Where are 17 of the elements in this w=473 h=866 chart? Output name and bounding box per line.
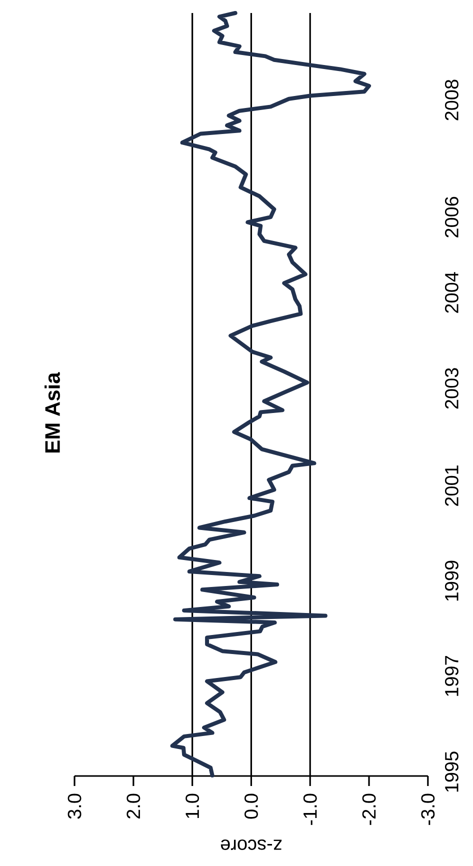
- x-tick-label: 1.0: [185, 794, 199, 818]
- y-tick-label: 2001: [444, 466, 458, 506]
- x-tick-label: -3.0: [421, 794, 435, 825]
- x-tick-label: 3.0: [68, 794, 82, 819]
- y-tick-label: 1997: [444, 656, 458, 696]
- y-tick-label: 2004: [444, 272, 458, 313]
- x-tick-label: -1.0: [303, 794, 317, 825]
- y-tick-label: 1999: [444, 560, 458, 601]
- y-tick-label: 2008: [444, 80, 458, 120]
- x-tick-label: 2.0: [126, 794, 140, 819]
- x-tick-label: -2.0: [362, 794, 376, 825]
- x-axis-title: z-score: [220, 840, 282, 850]
- x-tick-label: 0.0: [244, 794, 258, 819]
- y-tick-label: 1995: [444, 752, 458, 792]
- y-tick-label: 2006: [444, 196, 458, 238]
- text: EM Asia: [44, 372, 60, 452]
- y-tick-label: 2003: [444, 368, 458, 409]
